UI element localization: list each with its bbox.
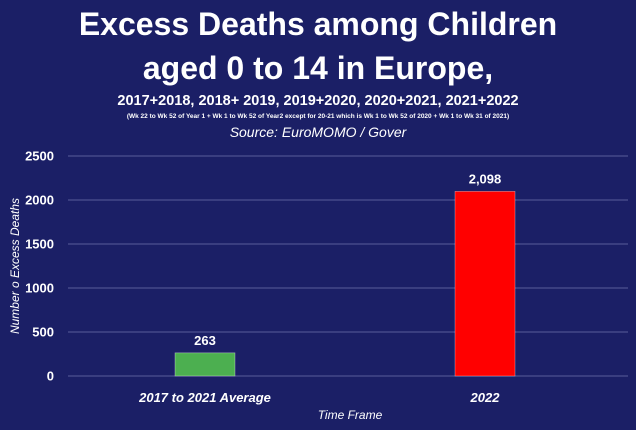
x-category-label: 2022 [470,390,501,405]
chart-note: (Wk 22 to Wk 52 of Year 1 + Wk 1 to Wk 5… [126,113,510,120]
x-axis-title: Time Frame [318,408,383,422]
y-tick-label: 0 [47,369,54,384]
y-tick-label: 500 [32,325,54,340]
bars [174,191,516,377]
bar-data-label: 2,098 [469,171,502,186]
y-tick-label: 2500 [25,149,54,164]
y-tick-label: 2000 [25,193,54,208]
bar-1 [174,352,236,377]
chart-subtitle: 2017+2018, 2018+ 2019, 2019+2020, 2020+2… [117,93,519,109]
bar-data-label: 263 [194,333,216,348]
chart-source: Source: EuroMOMO / Gover [229,124,407,140]
y-tick-label: 1500 [25,237,54,252]
chart-title-line-2: aged 0 to 14 in Europe, [142,50,494,86]
labels: 0 500 1000 1500 2000 2500 263 2017 to 2021 Aver… [25,149,501,406]
x-category-label: 2017 to 2021 Average [138,390,271,405]
chart-title-line-1: Excess Deaths among Children [78,6,558,42]
y-tick-label: 1000 [25,281,54,296]
y-axis-title: Number o Excess Deaths [8,198,22,334]
bar-2 [454,191,516,377]
grid-lines [68,155,628,377]
